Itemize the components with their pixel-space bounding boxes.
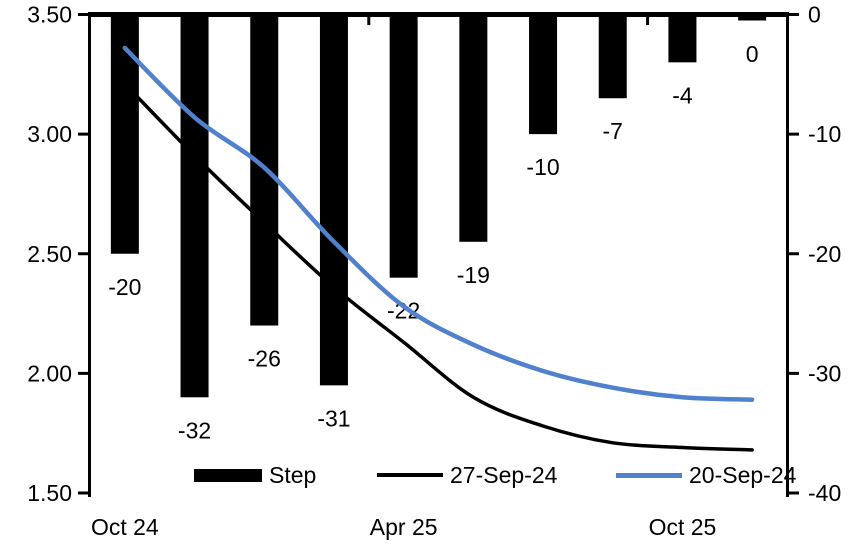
step-bar — [250, 17, 279, 326]
bar-value-label: -22 — [387, 298, 420, 324]
legend-item-27-sep-24: 27-Sep-24 — [377, 461, 557, 489]
legend-27-sep-label: 27-Sep-24 — [450, 461, 558, 488]
line-20-sep-24 — [122, 45, 755, 402]
bar-value-label: -7 — [603, 118, 623, 144]
x-axis-label: Oct 25 — [649, 514, 717, 540]
bar-value-label: -32 — [178, 417, 211, 443]
right-axis-tick-label: -30 — [808, 360, 841, 386]
left-axis-tick — [78, 371, 90, 375]
left-axis-tick — [78, 13, 90, 16]
x-axis-label: Oct 24 — [91, 514, 159, 540]
legend-step-label: Step — [269, 461, 317, 488]
line-27-sep-24 — [123, 82, 754, 452]
step-bar — [459, 17, 488, 242]
left-axis-tick — [78, 252, 90, 256]
bar-value-label: -26 — [248, 346, 281, 372]
left-axis-tick-label: 3.50 — [27, 2, 72, 28]
legend-item-step: Step — [194, 461, 316, 489]
right-axis-tick-label: -20 — [808, 241, 841, 267]
bar-value-label: -31 — [317, 405, 350, 431]
bar-value-label: -19 — [457, 262, 490, 288]
x-axis-boundary-tick — [646, 17, 650, 25]
step-bar — [738, 17, 767, 21]
left-axis-tick-label: 3.00 — [27, 121, 72, 147]
top-axis-line — [88, 12, 789, 17]
right-axis-tick — [787, 252, 799, 256]
left-axis-tick-label: 1.50 — [27, 480, 72, 506]
bar-value-label: -10 — [526, 154, 559, 180]
bar-value-label: -4 — [672, 82, 693, 108]
right-axis-tick — [787, 13, 799, 16]
legend-item-20-sep-24: 20-Sep-24 — [616, 461, 796, 489]
step-bar — [389, 17, 418, 278]
right-axis-tick-label: -40 — [808, 480, 841, 506]
left-axis-tick-label: 2.00 — [27, 360, 72, 386]
bar-value-label: -20 — [108, 274, 141, 300]
legend-20-sep-line-swatch — [616, 472, 682, 478]
right-axis-tick-label: -10 — [808, 121, 841, 147]
right-axis-tick — [787, 132, 799, 136]
left-axis-tick-label: 2.50 — [27, 241, 72, 267]
step-bar — [319, 17, 348, 386]
right-axis-tick — [787, 371, 799, 375]
legend-27-sep-line-swatch — [377, 473, 443, 477]
x-axis-label: Apr 25 — [370, 514, 438, 540]
step-bar — [598, 17, 627, 99]
step-bar — [668, 17, 697, 63]
x-axis-boundary-tick — [367, 17, 371, 25]
legend-20-sep-label: 20-Sep-24 — [689, 461, 797, 488]
step-bar — [180, 17, 209, 398]
step-bar — [529, 17, 558, 135]
right-axis-tick-label: 0 — [808, 2, 821, 28]
right-axis-tick — [787, 491, 799, 495]
legend-step-bar-swatch — [194, 468, 262, 482]
left-axis-tick — [78, 132, 90, 136]
bar-value-label: 0 — [746, 41, 759, 67]
step-bar — [110, 17, 139, 254]
left-axis-tick — [78, 491, 90, 495]
